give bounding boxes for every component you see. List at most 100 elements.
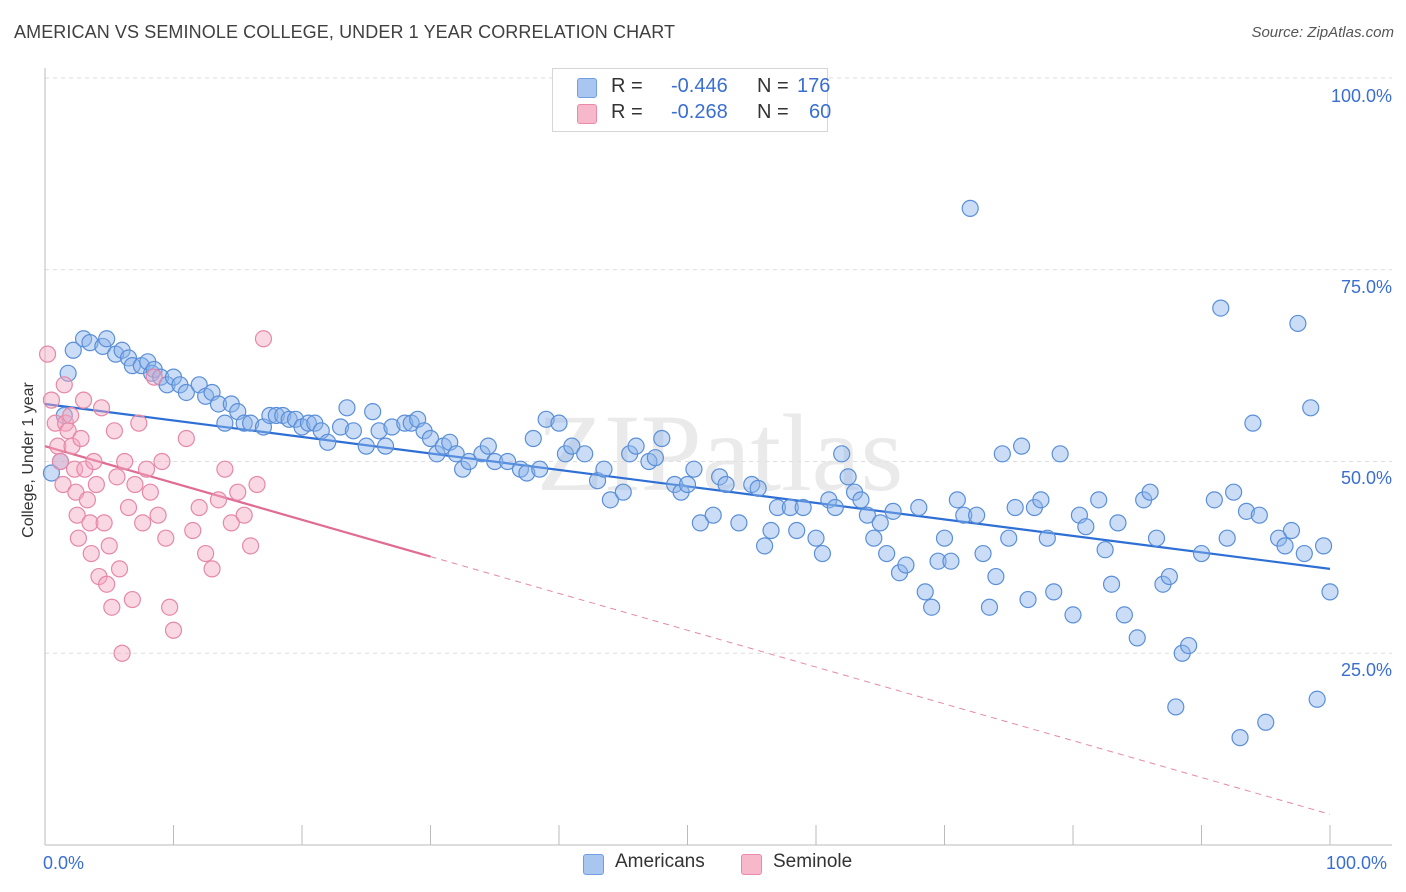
data-point (1096, 541, 1114, 559)
data-point (1276, 537, 1294, 555)
data-point (499, 452, 517, 471)
y-tick-label-25: 25.0% (1340, 660, 1392, 680)
data-point (157, 529, 175, 547)
data-point (1308, 690, 1326, 708)
data-point (968, 506, 986, 524)
data-point (788, 521, 806, 540)
data-point (203, 560, 221, 578)
data-point (190, 498, 208, 517)
data-point (177, 429, 195, 448)
data-point (910, 498, 928, 517)
trend-lines (44, 402, 1331, 815)
data-point (884, 502, 902, 520)
stats-legend: R = -0.446 N = 176 R = -0.268 N = 60 (552, 68, 831, 132)
data-point (1302, 399, 1320, 417)
data-point (1205, 491, 1223, 509)
data-point (1141, 483, 1159, 501)
data-point (813, 544, 832, 563)
r-label: R = (611, 75, 643, 97)
data-point (145, 368, 163, 386)
data-point (222, 514, 240, 532)
y-tick-label-100: 100.0% (1330, 86, 1392, 106)
data-point (1321, 583, 1339, 601)
data-point (370, 422, 388, 440)
data-point (1077, 518, 1095, 536)
legend-label: Seminole (773, 851, 853, 872)
data-point (216, 414, 234, 432)
data-point (267, 406, 285, 425)
data-point (563, 437, 581, 455)
data-point (1051, 445, 1069, 463)
data-point (691, 514, 709, 532)
seminole-swatch (741, 854, 762, 875)
data-point (62, 406, 80, 425)
data-point (248, 475, 266, 494)
data-point (929, 552, 947, 570)
data-point (1257, 713, 1275, 731)
data-point (72, 429, 90, 448)
x-tick-label-max: 100.0% (1326, 853, 1388, 873)
n-label: N = (757, 101, 789, 123)
data-point (103, 598, 121, 616)
x-tick-label-min: 0.0% (43, 853, 85, 873)
data-point (1038, 529, 1056, 547)
data-point (447, 445, 465, 463)
americans-swatch (577, 78, 597, 98)
data-point (755, 537, 774, 555)
source-label: Source: ZipAtlas.com (1251, 24, 1394, 41)
series-seminole (38, 330, 273, 662)
data-point (153, 452, 171, 471)
data-point (149, 506, 167, 524)
trend-line-americans (44, 402, 1331, 570)
data-point (486, 452, 504, 471)
data-point (531, 460, 549, 478)
data-point (209, 491, 228, 509)
data-point (110, 560, 129, 578)
data-point (1160, 567, 1178, 586)
data-point (1250, 506, 1268, 524)
data-point (1000, 529, 1018, 547)
data-point (209, 395, 228, 413)
data-point (87, 475, 106, 494)
data-point (1032, 491, 1050, 509)
data-point (948, 491, 966, 509)
data-point (704, 506, 722, 524)
data-point (68, 506, 86, 524)
data-point (1147, 529, 1166, 547)
data-point (1314, 537, 1333, 555)
data-point (164, 621, 183, 639)
r-value: -0.446 (671, 75, 728, 97)
data-point (81, 514, 99, 532)
data-point (280, 410, 298, 428)
data-point (98, 575, 116, 593)
data-point (479, 437, 497, 455)
r-label: R = (611, 101, 643, 123)
data-point (119, 498, 138, 517)
data-point (826, 498, 844, 517)
data-point (54, 475, 72, 494)
data-point (807, 529, 825, 547)
data-point (1295, 544, 1313, 563)
data-point (235, 414, 253, 432)
data-point (916, 583, 934, 601)
data-point (81, 334, 99, 352)
data-point (685, 460, 703, 478)
data-point (1045, 583, 1063, 601)
data-point (1012, 437, 1031, 455)
data-point (64, 341, 82, 359)
data-point (421, 429, 440, 448)
data-point (1225, 483, 1243, 501)
data-point (357, 437, 375, 455)
data-point (254, 330, 273, 348)
data-point (383, 418, 401, 436)
data-point (338, 399, 356, 417)
data-point (762, 521, 780, 540)
data-point (833, 445, 851, 463)
y-tick-label-50: 50.0% (1340, 468, 1392, 488)
data-point (113, 644, 131, 662)
data-point (794, 498, 812, 517)
data-point (1006, 498, 1024, 517)
data-point (242, 537, 260, 555)
data-point (550, 414, 568, 432)
series-americans (42, 199, 1339, 747)
